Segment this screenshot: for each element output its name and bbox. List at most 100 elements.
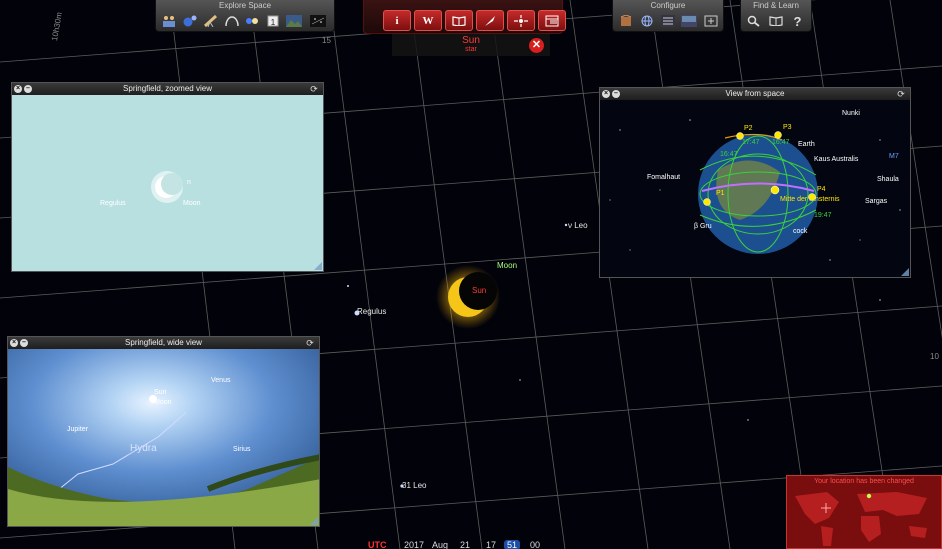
sun-label[interactable]: Sun <box>472 286 487 295</box>
sargas-label[interactable]: Sargas <box>865 198 888 205</box>
add-window-icon[interactable] <box>701 12 720 30</box>
p1-label: P1 <box>716 190 725 197</box>
svg-text:1: 1 <box>270 18 275 27</box>
venus-label[interactable]: Venus <box>211 377 231 384</box>
time-label-3: 16:47 <box>720 151 738 158</box>
resize-handle[interactable] <box>310 517 318 525</box>
moon-phase-icon[interactable] <box>242 12 261 30</box>
mitte-der-finsternis-label[interactable]: Mitte der Finsternis <box>780 196 840 203</box>
zoomed-view-title: Springfield, zoomed view <box>12 83 323 95</box>
p3-label: P3 <box>783 124 792 131</box>
help-icon[interactable]: ? <box>793 13 802 29</box>
year-field[interactable]: 2017 <box>404 540 425 549</box>
planets-icon[interactable] <box>180 12 199 30</box>
grid-label-dec-top: 15 <box>322 36 331 45</box>
nunki-label[interactable]: Nunki <box>842 110 860 117</box>
selected-object-name: Sun <box>462 35 480 46</box>
sliders-icon[interactable] <box>658 12 677 30</box>
p4-label: P4 <box>817 186 826 193</box>
space-view-canvas[interactable]: Nunki Kaus Australis Earth Fomalhaut Sha… <box>600 100 910 277</box>
resize-handle[interactable] <box>901 268 909 276</box>
center-target-icon[interactable] <box>507 10 535 31</box>
find-learn-group: Find & Learn ? <box>740 0 812 32</box>
explore-space-label: Explore Space <box>218 1 272 10</box>
wikipedia-button[interactable]: W <box>414 10 442 31</box>
window-layout-icon[interactable] <box>538 10 566 31</box>
explore-space-group: Explore Space 1 <box>155 0 335 32</box>
selected-object-box[interactable]: Sun star ✕ <box>392 34 550 56</box>
wide-view-canvas[interactable]: Sun Moon Venus Jupiter Hydra Sirius <box>8 349 319 526</box>
zoomed-regulus-label[interactable]: Regulus <box>100 200 126 207</box>
globe-grid-icon[interactable] <box>637 12 656 30</box>
close-icon[interactable]: × <box>14 85 22 93</box>
cock-label[interactable]: cock <box>793 228 808 235</box>
wide-view-panel[interactable]: Springfield, wide view × – ⟳ Sun Moon Ve… <box>7 336 320 527</box>
leo31-label[interactable]: 31 Leo <box>402 481 427 490</box>
book-icon[interactable] <box>445 10 473 31</box>
nu-leo-label[interactable]: ν Leo <box>568 221 588 230</box>
resize-handle[interactable] <box>314 262 322 270</box>
time-label-1: 17:47 <box>742 139 760 146</box>
minimize-icon[interactable]: – <box>20 339 28 347</box>
space-view-panel[interactable]: View from space × – ⟳ <box>599 87 911 278</box>
beta-gru-label[interactable]: β Gru <box>694 223 712 230</box>
people-icon[interactable] <box>159 12 178 30</box>
options-icon[interactable]: ⟳ <box>897 89 905 99</box>
zoomed-moon-partial-label: n <box>187 179 191 186</box>
space-view-title: View from space <box>600 88 910 100</box>
guide-book-icon[interactable] <box>766 12 785 30</box>
month-field[interactable]: Aug <box>432 540 449 549</box>
grid-label-dec-right: 10 <box>930 352 939 361</box>
landscape-icon[interactable] <box>284 12 303 30</box>
telescope-icon[interactable] <box>201 12 220 30</box>
options-icon[interactable]: ⟳ <box>310 84 318 94</box>
configure-label: Configure <box>650 1 686 10</box>
location-changed-message: Your location has been changed <box>814 478 914 485</box>
sun-eclipse <box>436 265 500 329</box>
object-tools-group: i W <box>363 0 566 34</box>
zoomed-view-canvas[interactable]: Regulus Moon n <box>12 95 323 271</box>
m7-label[interactable]: M7 <box>889 153 899 160</box>
hour-field[interactable]: 17 <box>486 540 497 549</box>
sky-chart-icon[interactable] <box>308 12 327 30</box>
horizon-icon[interactable] <box>222 12 241 30</box>
time-label-4: 19:47 <box>814 212 832 219</box>
selected-object-type: star <box>465 46 477 53</box>
regulus-label[interactable]: Regulus <box>357 307 387 316</box>
close-icon[interactable]: × <box>10 339 18 347</box>
location-map[interactable]: Your location has been changed <box>786 475 942 549</box>
calendar-icon[interactable]: 1 <box>263 12 282 30</box>
settings-box-icon[interactable] <box>616 12 635 30</box>
moon-label[interactable]: Moon <box>497 261 518 270</box>
sirius-label[interactable]: Sirius <box>233 446 251 453</box>
hydra-label[interactable]: Hydra <box>130 443 157 454</box>
day-field[interactable]: 21 <box>460 540 471 549</box>
minimize-icon[interactable]: – <box>24 85 32 93</box>
search-icon[interactable] <box>744 12 763 30</box>
shaula-label[interactable]: Shaula <box>877 176 899 183</box>
configure-group: Configure <box>612 0 724 32</box>
display-settings-icon[interactable] <box>679 12 698 30</box>
info-button[interactable]: i <box>383 10 411 31</box>
close-icon[interactable]: × <box>602 90 610 98</box>
zoomed-view-panel[interactable]: Springfield, zoomed view × – ⟳ Regulus M… <box>11 82 324 272</box>
wide-moon-label[interactable]: Moon <box>154 399 172 406</box>
close-icon[interactable]: ✕ <box>529 38 544 53</box>
utc-label[interactable]: UTC <box>368 540 387 549</box>
wide-sun-label[interactable]: Sun <box>154 389 167 396</box>
minimize-icon[interactable]: – <box>612 90 620 98</box>
jupiter-label[interactable]: Jupiter <box>67 426 89 433</box>
options-icon[interactable]: ⟳ <box>306 338 314 348</box>
date-time-bar: UTC 2017 Aug 21 17 51 00 <box>364 538 574 549</box>
second-field[interactable]: 00 <box>530 540 541 549</box>
rocket-icon[interactable] <box>476 10 504 31</box>
p2-label: P2 <box>744 125 753 132</box>
zoomed-moon-label[interactable]: Moon <box>183 200 201 207</box>
wide-view-title: Springfield, wide view <box>8 337 319 349</box>
fomalhaut-label[interactable]: Fomalhaut <box>647 174 681 181</box>
minute-field[interactable]: 51 <box>504 540 521 549</box>
kaus-australis-label[interactable]: Kaus Australis <box>814 156 859 163</box>
top-toolbar: Explore Space 1 i W <box>0 0 942 34</box>
time-label-2: 16:47 <box>772 139 790 146</box>
earth-label[interactable]: Earth <box>798 141 815 148</box>
